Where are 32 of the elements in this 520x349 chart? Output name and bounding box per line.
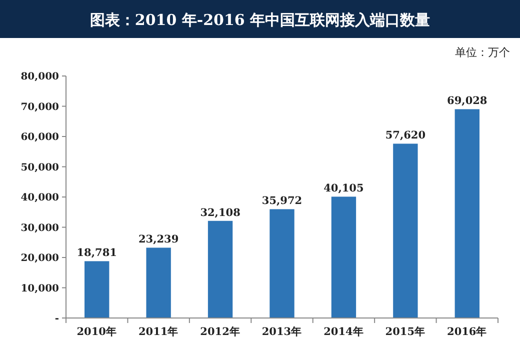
text: 单位：万个 xyxy=(455,46,510,59)
data-label: 32,108 xyxy=(200,206,240,219)
y-tick-label: 10,000 xyxy=(20,283,60,294)
y-tick-label: 40,000 xyxy=(20,192,60,204)
x-tick-label: 2012年 xyxy=(200,325,240,338)
bar xyxy=(146,248,171,318)
y-tick-label: - xyxy=(54,314,59,324)
y-tick-label: 20,000 xyxy=(20,253,60,264)
bar xyxy=(331,196,356,318)
data-label: 69,028 xyxy=(447,95,488,108)
x-tick-label: 2011年 xyxy=(138,325,179,338)
x-tick-label: 2015年 xyxy=(385,325,426,338)
bar xyxy=(208,220,233,318)
data-label: 18,781 xyxy=(76,247,117,260)
x-tick-label: 2010年 xyxy=(76,325,117,338)
y-tick-label: 80,000 xyxy=(20,72,60,82)
y-tick-label: 30,000 xyxy=(20,222,60,234)
y-tick-label: 60,000 xyxy=(20,132,60,143)
x-tick-label: 2014年 xyxy=(324,325,364,338)
x-tick-label: 2016年 xyxy=(447,325,488,338)
x-tick-label: 2013年 xyxy=(262,325,302,338)
bar xyxy=(454,109,480,318)
data-label: 23,239 xyxy=(138,234,179,246)
data-label: 57,620 xyxy=(385,130,426,142)
bar xyxy=(393,144,418,318)
y-tick-label: 50,000 xyxy=(20,162,60,174)
bar xyxy=(270,209,294,318)
y-tick-label: 70,000 xyxy=(20,102,60,113)
data-label: 35,972 xyxy=(262,195,302,208)
chart-title: 图表：2010 年-2016 年中国互联网接入端口数量 xyxy=(90,11,430,29)
data-label: 40,105 xyxy=(324,182,364,195)
bar xyxy=(84,261,110,318)
